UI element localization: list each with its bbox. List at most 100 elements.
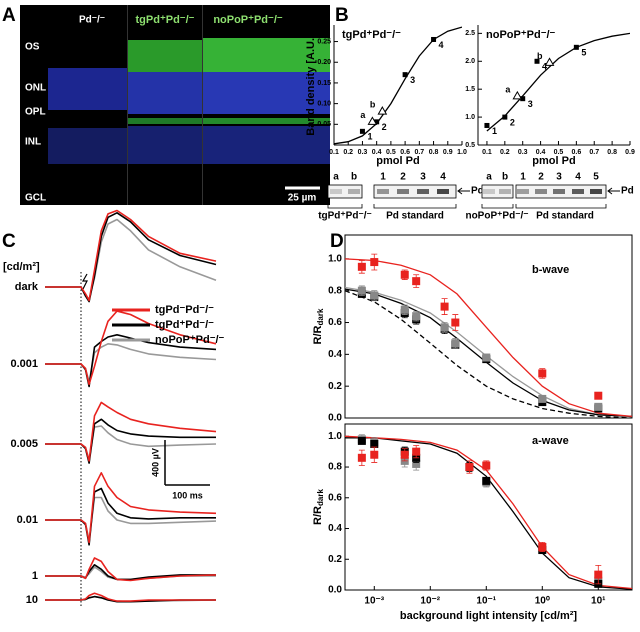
y-tick-label: 1.0: [328, 431, 342, 442]
flash-symbol: [81, 273, 88, 290]
y-tick-label: 0.25: [317, 38, 331, 45]
trace: [45, 557, 217, 582]
x-tick-label: 10⁻³: [364, 596, 384, 607]
scale-bar-y-label: 400 µV: [150, 448, 160, 477]
row-label: 10: [26, 594, 38, 606]
os-band: [128, 40, 203, 72]
lane-label: 5: [593, 172, 599, 183]
point-label: b: [537, 51, 543, 61]
layer-label: ONL: [25, 83, 46, 94]
point-label: 4: [439, 40, 444, 50]
row-label: 0.01: [17, 514, 38, 526]
point-label: 1: [367, 132, 372, 142]
x-tick-label: 0.6: [400, 149, 410, 156]
trace: [45, 564, 216, 581]
trace: [45, 212, 217, 303]
blot-strip: [373, 184, 457, 199]
layer-label: OS: [25, 42, 40, 53]
y-tick-label: 2.0: [465, 58, 475, 65]
x-tick-label: 0.8: [429, 149, 439, 156]
point: [431, 36, 437, 42]
y-axis-label: R/Rdark: [312, 489, 325, 525]
point: [400, 270, 409, 279]
blot-band: [572, 189, 584, 194]
panel-label: A: [2, 5, 16, 26]
y-tick-label: 1.5: [465, 86, 475, 93]
row-label: dark: [15, 281, 39, 293]
y-tick-label: 0.8: [328, 462, 342, 473]
point-label: a: [505, 84, 511, 94]
y-tick-label: 0.15: [317, 80, 331, 87]
blot-band: [535, 189, 547, 194]
blot-band: [553, 189, 565, 194]
lane-label: b: [351, 172, 357, 183]
column-title: noPoP⁺Pd⁻/⁻: [213, 14, 283, 26]
point-label: 4: [542, 62, 547, 72]
blot-band: [517, 189, 529, 194]
point: [482, 476, 491, 485]
x-tick-label: 10¹: [591, 596, 606, 607]
x-tick-label: 0.7: [589, 149, 599, 156]
group-bracket: [373, 204, 457, 209]
y-tick-label: 0.10: [317, 100, 331, 107]
x-tick-label: 0.4: [372, 149, 382, 156]
point: [538, 394, 547, 403]
point: [538, 369, 547, 378]
blot-strip: [481, 184, 514, 199]
y-tick-label: 0.6: [328, 317, 342, 328]
x-tick-label: 0.9: [625, 149, 635, 156]
x-tick-label: 0.7: [414, 149, 424, 156]
x-tick-label: 0.2: [500, 149, 510, 156]
point: [534, 58, 540, 64]
point: [412, 277, 421, 286]
point: [482, 353, 491, 362]
x-tick-label: 10⁻¹: [476, 596, 496, 607]
y-axis-label-sub: dark: [316, 308, 325, 325]
y-tick-label: 0.2: [328, 381, 342, 392]
panel-label: B: [335, 5, 349, 26]
x-axis-label: pmol Pd: [532, 155, 575, 167]
chart-title: b-wave: [532, 264, 569, 276]
y-tick-label: 0.20: [317, 59, 331, 66]
point: [544, 57, 555, 66]
point: [370, 291, 379, 300]
trace: [45, 209, 217, 302]
point-label: a: [360, 110, 366, 120]
y-axis-label: R/Rdark: [312, 308, 325, 344]
point: [440, 323, 449, 332]
plot-frame: [344, 423, 633, 591]
arrow-label: Pd: [621, 186, 634, 197]
lane-label: 3: [420, 172, 426, 183]
fit-line: [345, 435, 632, 590]
point: [370, 450, 379, 459]
point: [482, 461, 491, 470]
group-label: Pd standard: [386, 211, 444, 222]
x-tick-label: 0.3: [518, 149, 528, 156]
unit-label: [cd/m²]: [3, 261, 40, 273]
y-tick-label: 0.5: [465, 142, 475, 149]
chart-title: tgPd⁺Pd⁻/⁻: [342, 29, 401, 41]
fit-line: [345, 286, 632, 418]
y-tick-label: 1.0: [465, 114, 475, 121]
blot-band: [417, 189, 429, 194]
trace: [45, 566, 216, 581]
lane-label: 4: [575, 172, 581, 183]
opl-band: [128, 118, 203, 124]
point: [357, 436, 366, 445]
x-axis-label: background light intensity [cd/m²]: [400, 610, 578, 622]
fit-line: [486, 32, 630, 132]
lane-label: 2: [538, 172, 544, 183]
lane-label: 1: [520, 172, 526, 183]
x-tick-label: 0.4: [536, 149, 546, 156]
trace: [45, 592, 216, 602]
chart-title: a-wave: [532, 435, 569, 447]
point: [451, 339, 460, 348]
group-label: Pd standard: [536, 211, 594, 222]
chart-title: noPoP⁺Pd⁻/⁻: [486, 29, 556, 41]
x-tick-label: 0.1: [482, 149, 492, 156]
lane-label: 3: [556, 172, 562, 183]
point: [502, 114, 508, 120]
point: [512, 90, 523, 100]
group-bracket: [327, 204, 363, 209]
